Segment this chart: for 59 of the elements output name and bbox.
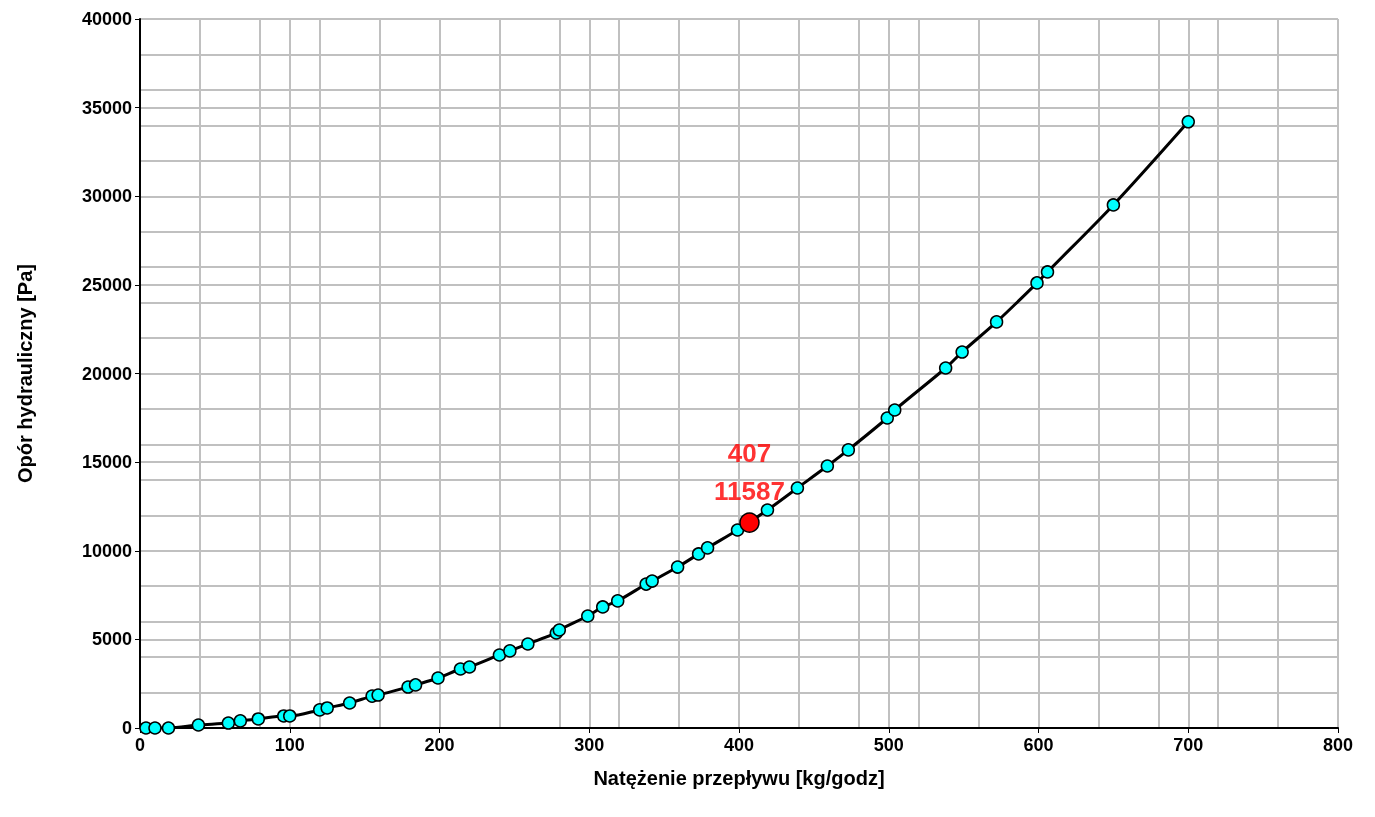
x-axis-title: Natężenie przepływu [kg/godz]	[593, 767, 885, 789]
point	[161, 721, 176, 735]
point	[595, 600, 610, 614]
point	[820, 459, 835, 473]
point	[760, 503, 775, 517]
point	[955, 345, 969, 359]
annotation: 407	[727, 437, 772, 468]
point	[888, 403, 902, 417]
point	[1030, 276, 1044, 290]
x-tick-label: 800	[1322, 735, 1354, 755]
point	[503, 644, 517, 658]
y-tick-label: 30000	[81, 186, 132, 207]
point	[371, 688, 385, 702]
point	[938, 361, 953, 375]
y-tick-label: 20000	[81, 363, 132, 384]
x-tick-label: 300	[574, 735, 605, 755]
point	[191, 718, 206, 732]
point	[342, 696, 357, 710]
y-tick-label: 15000	[81, 452, 132, 473]
point	[670, 560, 685, 574]
point	[1181, 115, 1195, 129]
point	[521, 637, 535, 651]
point	[1106, 198, 1121, 212]
y-axis-title: Opór hydrauliczny [Pa]	[14, 264, 36, 483]
point	[462, 660, 477, 674]
point	[645, 574, 659, 588]
x-tick-label: 600	[1023, 735, 1054, 755]
point	[148, 721, 162, 735]
y-tick-label: 40000	[81, 9, 132, 29]
point	[320, 701, 334, 715]
x-tick-label: 700	[1173, 735, 1204, 755]
y-tick-label: 5000	[91, 629, 132, 650]
point	[431, 671, 445, 685]
y-tick-label: 25000	[81, 274, 132, 295]
point	[691, 547, 706, 561]
point	[408, 678, 423, 692]
point	[221, 716, 236, 730]
x-tick-label: 400	[723, 735, 755, 755]
point	[1040, 265, 1055, 279]
point	[283, 709, 297, 723]
point	[989, 315, 1004, 329]
point	[581, 609, 595, 623]
point	[790, 481, 805, 495]
point	[492, 648, 507, 662]
x-tick-label: 100	[274, 735, 305, 755]
x-tick-label: 200	[424, 735, 455, 755]
x-tick-label: 500	[873, 735, 904, 755]
y-tick-label: 0	[121, 718, 132, 738]
point	[700, 541, 715, 555]
y-tick-label: 35000	[81, 97, 132, 118]
point	[610, 594, 625, 608]
annotation: 11587	[714, 475, 785, 506]
point	[841, 443, 856, 457]
point	[739, 512, 760, 533]
point	[880, 411, 894, 425]
point	[233, 714, 248, 728]
x-tick-label: 0	[134, 735, 146, 755]
y-tick-label: 10000	[81, 540, 132, 561]
point	[251, 712, 266, 726]
